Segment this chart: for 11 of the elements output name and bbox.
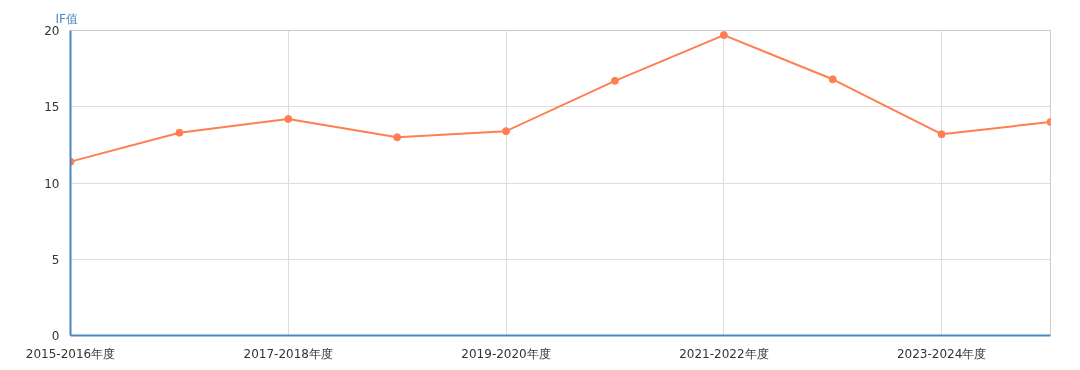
y-axis-title: IF值	[55, 11, 78, 26]
y-tick-label: 15	[44, 100, 60, 115]
x-tick-label: 2019-2020年度	[461, 346, 551, 361]
y-tick-label: 0	[51, 329, 60, 343]
y-tick-label: 10	[44, 176, 60, 191]
y-tick-label: 20	[44, 24, 60, 38]
y-tick-label: 5	[51, 252, 60, 267]
x-tick-label: 2017-2018年度	[243, 346, 333, 361]
x-tick-label: 2021-2022年度	[679, 346, 769, 361]
x-tick-label: 2015-2016年度	[25, 346, 116, 361]
x-tick-label: 2023-2024年度	[896, 346, 987, 361]
